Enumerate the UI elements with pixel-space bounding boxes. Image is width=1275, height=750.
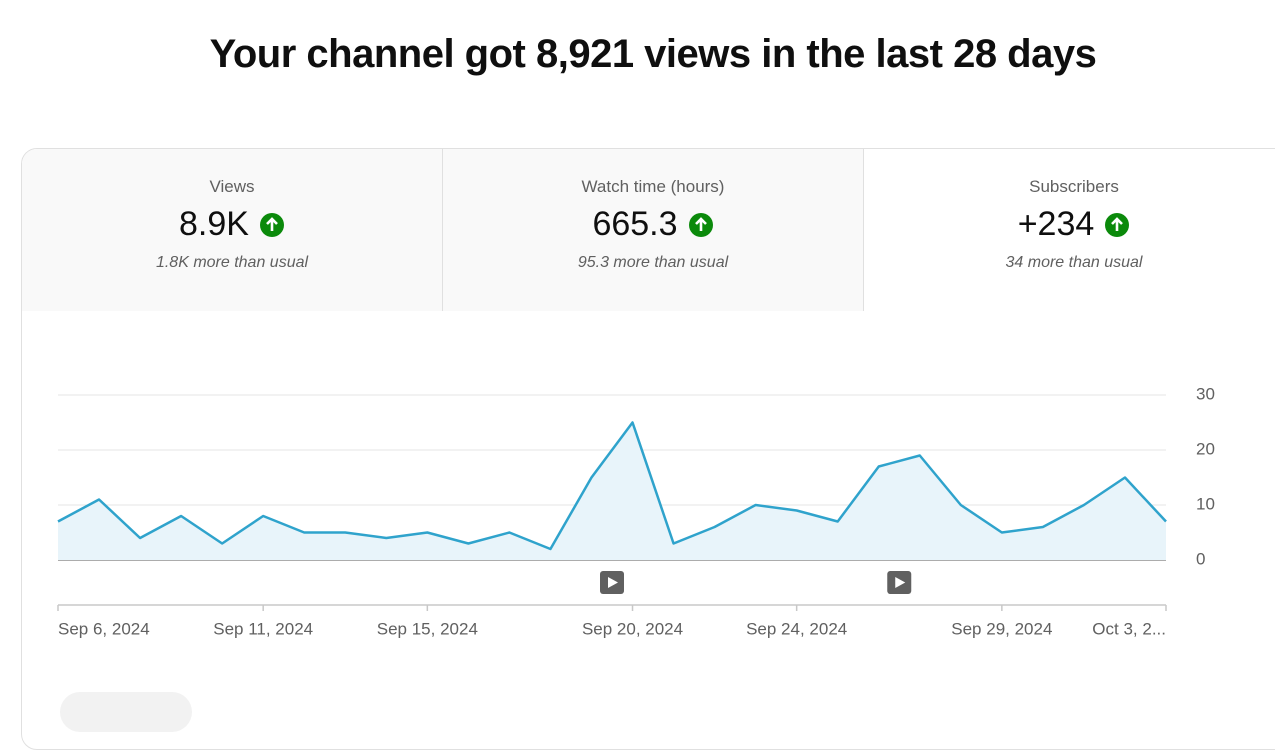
metric-tab[interactable]: Subscribers +234 34 more than usual	[864, 149, 1275, 311]
play-icon	[895, 577, 906, 588]
metric-label: Subscribers	[1029, 177, 1119, 196]
y-tick-label: 10	[1196, 494, 1215, 513]
metric-note: 95.3 more than usual	[577, 254, 729, 271]
metric-value: 8.9K	[179, 205, 249, 243]
metric-label: Views	[209, 177, 255, 196]
page-title: Your channel got 8,921 views in the last…	[209, 32, 1097, 76]
y-tick-label: 30	[1196, 384, 1215, 403]
x-tick-label: Sep 20, 2024	[582, 619, 683, 638]
play-icon	[608, 577, 618, 588]
y-tick-label: 0	[1196, 549, 1205, 568]
line	[57, 421, 1167, 551]
metric-note: 1.8K more than usual	[155, 254, 309, 271]
x-tick-label: Sep 24, 2024	[746, 619, 847, 638]
metric-note: 34 more than usual	[1005, 254, 1143, 271]
metric-value: +234	[1017, 205, 1095, 243]
analytics-card: Views 8.9K 1.8K more than usual Watch ti…	[21, 148, 1275, 750]
metric-value: 665.3	[592, 205, 678, 243]
metric-label: Watch time (hours)	[581, 177, 725, 196]
metric-tab[interactable]: Watch time (hours) 665.3 95.3 more than …	[443, 149, 864, 311]
up-icon	[259, 212, 284, 237]
x-tick-label: Sep 15, 2024	[377, 619, 478, 638]
up-icon	[688, 212, 713, 237]
page: Your channel got 8,921 views in the last…	[21, 32, 1275, 750]
area-fill	[58, 422, 1166, 560]
metric-tab[interactable]: Views 8.9K 1.8K more than usual	[22, 149, 443, 311]
up-icon	[1105, 212, 1130, 237]
x-tick-label: Sep 11, 2024	[213, 619, 313, 638]
chart: 0 10 20 30 Sep 6, 2024 Sep 11, 2024 Sep 15, 20…	[57, 384, 1215, 638]
x-tick-label: Sep 6, 2024	[58, 619, 150, 638]
x-tick-label: Sep 29, 2024	[951, 619, 1052, 638]
y-tick-label: 20	[1196, 439, 1215, 458]
x-tick-label: Oct 3, 2...	[1092, 619, 1166, 638]
